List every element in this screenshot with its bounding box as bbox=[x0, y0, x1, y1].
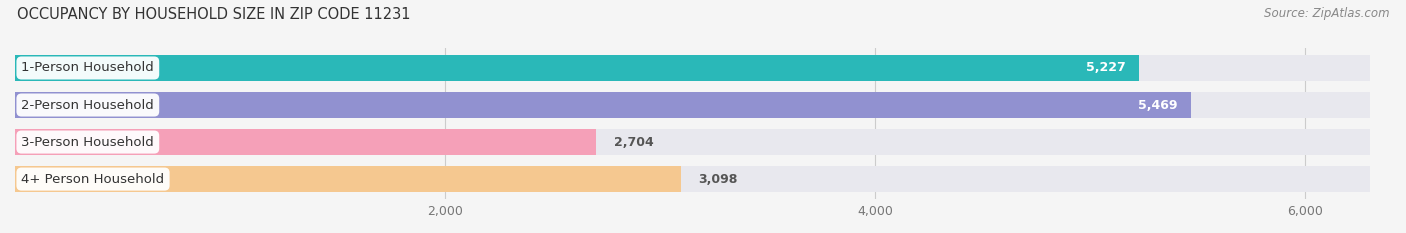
Bar bbox=[15, 93, 1191, 118]
Text: 2,704: 2,704 bbox=[613, 136, 654, 149]
Text: Source: ZipAtlas.com: Source: ZipAtlas.com bbox=[1264, 7, 1389, 20]
Bar bbox=[15, 130, 1371, 155]
Bar bbox=[15, 55, 1371, 81]
Bar bbox=[15, 130, 596, 155]
Bar bbox=[15, 93, 1371, 118]
Bar bbox=[15, 55, 1139, 81]
Bar bbox=[15, 167, 1371, 192]
Text: OCCUPANCY BY HOUSEHOLD SIZE IN ZIP CODE 11231: OCCUPANCY BY HOUSEHOLD SIZE IN ZIP CODE … bbox=[17, 7, 411, 22]
Text: 1-Person Household: 1-Person Household bbox=[21, 62, 155, 75]
Text: 2-Person Household: 2-Person Household bbox=[21, 99, 155, 112]
Text: 3-Person Household: 3-Person Household bbox=[21, 136, 155, 149]
Text: 4+ Person Household: 4+ Person Household bbox=[21, 173, 165, 185]
Bar bbox=[15, 167, 681, 192]
Text: 3,098: 3,098 bbox=[699, 173, 738, 185]
Text: 5,227: 5,227 bbox=[1087, 62, 1126, 75]
Text: 5,469: 5,469 bbox=[1139, 99, 1178, 112]
